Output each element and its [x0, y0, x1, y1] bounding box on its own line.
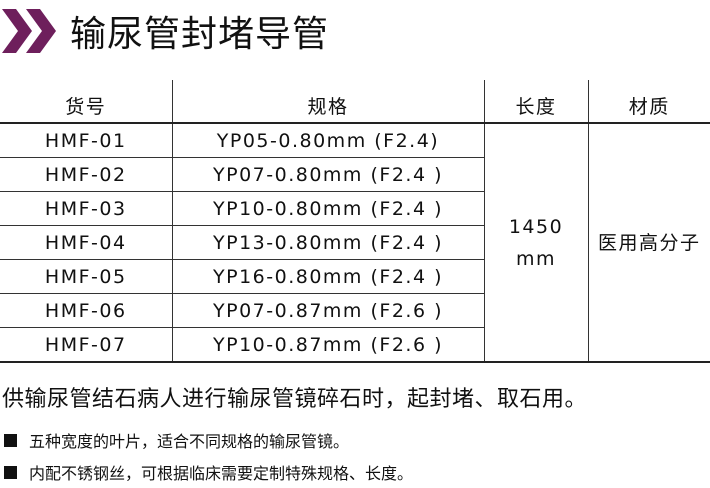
table-row: HMF-02 YP07-0.80mm (F2.4 )	[0, 157, 710, 192]
header-spec: 规格	[171, 80, 484, 124]
cell-spec: YP13-0.80mm (F2.4 )	[171, 225, 484, 260]
header-length: 长度	[483, 80, 588, 124]
cell-code: HMF-03	[0, 191, 172, 226]
description: 供输尿管结石病人进行输尿管镜碎石时，起封堵、取石用。	[2, 387, 588, 412]
double-chevron-icon	[2, 9, 56, 53]
cell-code: HMF-02	[0, 157, 172, 192]
table-row: HMF-03 YP10-0.80mm (F2.4 )	[0, 191, 710, 226]
table-row: HMF-04 YP13-0.80mm (F2.4 )	[0, 225, 710, 260]
bullet-item: 五种宽度的叶片，适合不同规格的输尿管镜。	[4, 428, 349, 452]
header-code: 货号	[0, 80, 172, 124]
cell-code: HMF-07	[0, 327, 172, 363]
square-bullet-icon	[4, 465, 17, 479]
cell-code: HMF-06	[0, 293, 172, 328]
header-material: 材质	[587, 80, 710, 124]
cell-code: HMF-05	[0, 259, 172, 294]
table-row: HMF-05 YP16-0.80mm (F2.4 )	[0, 259, 710, 294]
cell-material: 医用高分子	[587, 123, 710, 363]
table-row: HMF-01 YP05-0.80mm (F2.4) 1450 mm 医用高分子	[0, 123, 710, 363]
cell-spec: YP07-0.80mm (F2.4 )	[171, 157, 484, 192]
cell-code: HMF-01	[0, 123, 172, 158]
spec-table: 货号 规格 长度 材质 HMF-01 YP05-0.80mm (F2.4) 1450…	[0, 80, 710, 363]
cell-length: 1450 mm	[483, 123, 588, 363]
page-title-bar: 输尿管封堵导管	[0, 6, 329, 56]
table-row: HMF-07 YP10-0.87mm (F2.6 )	[0, 327, 710, 363]
bullet-item: 内配不锈钢丝，可根据临床需要定制特殊规格、长度。	[4, 460, 413, 484]
table-row: HMF-06 YP07-0.87mm (F2.6 )	[0, 293, 710, 328]
cell-spec: YP10-0.80mm (F2.4 )	[171, 191, 484, 226]
square-bullet-icon	[4, 433, 17, 447]
page-title: 输尿管封堵导管	[70, 14, 330, 55]
cell-spec: YP07-0.87mm (F2.6 )	[171, 293, 484, 328]
cell-code: HMF-04	[0, 225, 172, 260]
cell-spec: YP05-0.80mm (F2.4)	[171, 123, 484, 158]
cell-spec: YP10-0.87mm (F2.6 )	[171, 327, 484, 363]
cell-spec: YP16-0.80mm (F2.4 )	[171, 259, 484, 294]
